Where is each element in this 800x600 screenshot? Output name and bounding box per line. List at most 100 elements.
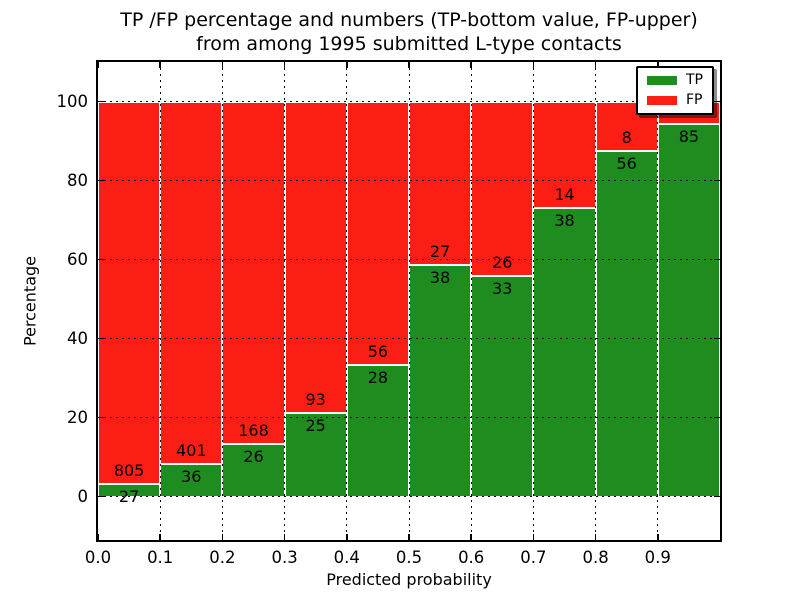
- fp-bar-segment: [533, 101, 596, 208]
- legend-entry-fp: FP: [647, 93, 703, 108]
- tp-bar-segment: [222, 443, 285, 497]
- tp-bar-segment: [533, 207, 596, 497]
- y-tick-mark: [714, 337, 720, 340]
- x-tick-mark: [470, 62, 472, 68]
- x-tick-mark: [408, 62, 410, 68]
- y-tick-label: 0: [77, 486, 89, 506]
- tp-count-label: 33: [492, 278, 513, 298]
- x-tick-mark: [221, 534, 224, 540]
- vertical-gridline: [221, 62, 223, 540]
- x-tick-mark: [97, 534, 99, 540]
- fp-bar-segment: [595, 101, 658, 151]
- chart-title-line2: from among 1995 submitted L-type contact…: [196, 33, 622, 55]
- x-tick-mark: [532, 62, 535, 68]
- fp-bar-segment: [98, 101, 161, 484]
- fp-count-label: 401: [176, 441, 207, 461]
- tp-bar-segment: [471, 275, 534, 497]
- plot-area: TP FP 805 27 401 36 168 26 93 25 56 28 27 38 26 33 14 3…: [96, 60, 722, 542]
- tp-bar-segment: [284, 412, 347, 497]
- x-tick-mark: [594, 62, 597, 68]
- fp-bar-segment: [284, 101, 347, 413]
- x-tick-mark: [594, 534, 597, 540]
- vertical-gridline: [284, 62, 286, 540]
- vertical-gridline: [408, 62, 410, 540]
- tp-bar-segment: [409, 265, 472, 497]
- vertical-gridline: [595, 62, 597, 540]
- x-tick-label: 0.7: [520, 548, 547, 567]
- x-tick-mark: [283, 534, 286, 540]
- y-tick-label: 60: [67, 249, 88, 269]
- fp-bar-segment: [222, 101, 285, 444]
- fp-count-label: 93: [305, 389, 326, 409]
- x-tick-mark: [283, 62, 286, 68]
- horizontal-gridline: [98, 180, 720, 181]
- y-tick-mark: [714, 416, 720, 419]
- y-tick-label: 20: [67, 407, 88, 427]
- y-tick-label: 40: [67, 328, 88, 348]
- vertical-gridline: [346, 62, 348, 540]
- legend-entry-tp: TP: [647, 73, 703, 88]
- x-tick-mark: [221, 62, 224, 68]
- fp-count-label: 805: [113, 460, 145, 480]
- y-tick-mark: [98, 258, 104, 261]
- tp-legend-swatch: [647, 76, 677, 85]
- vertical-gridline: [657, 62, 659, 540]
- fp-bar-segment: [471, 101, 534, 276]
- x-tick-label: 0.5: [395, 548, 423, 567]
- tp-count-label: 38: [429, 268, 451, 288]
- chart-title: TP /FP percentage and numbers (TP-bottom…: [98, 8, 720, 56]
- x-tick-mark: [408, 534, 410, 540]
- y-tick-label: 100: [56, 91, 89, 111]
- horizontal-gridline: [98, 417, 720, 419]
- x-tick-label: 0.0: [84, 548, 112, 567]
- fp-count-label: 14: [554, 184, 575, 204]
- x-tick-label: 0.3: [271, 548, 298, 567]
- tp-count-label: 28: [367, 367, 389, 387]
- fp-count-label: 168: [238, 420, 269, 440]
- tp-legend-label: TP: [686, 72, 703, 88]
- tp-bar-segment: [160, 464, 223, 497]
- fp-bar-segment: [160, 101, 223, 465]
- x-tick-mark: [657, 534, 659, 540]
- legend: TP FP: [636, 66, 714, 115]
- horizontal-gridline: [98, 101, 720, 102]
- fp-bar-segment: [409, 101, 472, 266]
- y-tick-mark: [98, 100, 104, 103]
- y-tick-mark: [714, 100, 720, 103]
- fp-legend-label: FP: [686, 92, 703, 108]
- tp-count-label: 27: [118, 486, 140, 506]
- tp-count-label: 36: [181, 467, 202, 487]
- tp-bar-segment: [346, 364, 409, 497]
- x-tick-mark: [97, 62, 99, 68]
- x-tick-mark: [346, 534, 348, 540]
- y-tick-mark: [714, 179, 720, 182]
- y-tick-mark: [98, 179, 104, 182]
- x-tick-label: 0.8: [582, 548, 609, 567]
- tp-count-label: 25: [305, 415, 326, 435]
- tp-count-label: 38: [554, 210, 575, 230]
- y-tick-mark: [98, 495, 104, 498]
- x-tick-label: 0.1: [147, 548, 174, 567]
- horizontal-gridline: [98, 259, 720, 261]
- fp-count-label: 56: [367, 341, 389, 361]
- x-tick-label: 0.9: [644, 548, 671, 567]
- x-tick-label: 0.2: [209, 548, 236, 567]
- tp-count-label: 85: [678, 126, 700, 146]
- fp-legend-swatch: [647, 96, 677, 105]
- fp-count-label: 8: [621, 127, 632, 147]
- tp-bar-segment: [657, 123, 720, 497]
- x-tick-mark: [470, 534, 472, 540]
- vertical-gridline: [470, 62, 472, 540]
- chart-title-line1: TP /FP percentage and numbers (TP-bottom…: [120, 9, 698, 31]
- x-tick-label: 0.4: [333, 548, 360, 567]
- y-tick-mark: [714, 258, 720, 261]
- y-tick-mark: [98, 416, 104, 419]
- tp-count-label: 56: [616, 153, 637, 173]
- horizontal-gridline: [98, 496, 720, 498]
- y-tick-label: 80: [67, 170, 88, 190]
- x-tick-mark: [159, 62, 161, 68]
- y-tick-mark: [714, 495, 720, 498]
- x-tick-mark: [532, 534, 535, 540]
- horizontal-gridline: [98, 338, 720, 340]
- tp-count-label: 26: [243, 446, 264, 466]
